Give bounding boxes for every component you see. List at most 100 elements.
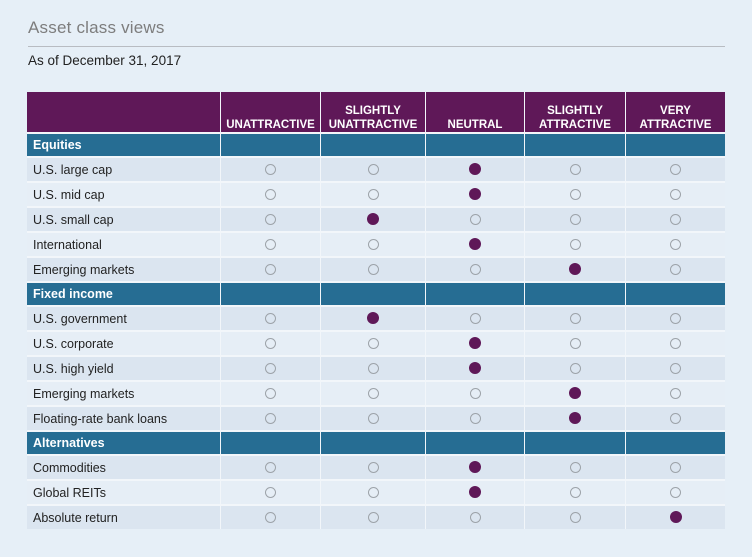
section-row: Equities xyxy=(27,132,725,156)
column-header-slightly-attractive: SLIGHTLY ATTRACTIVE xyxy=(524,92,625,132)
view-cell xyxy=(524,355,625,380)
section-cell xyxy=(320,132,425,156)
empty-view-dot-icon xyxy=(367,263,379,275)
table-row: Emerging markets xyxy=(27,256,725,281)
section-label: Alternatives xyxy=(27,430,220,454)
section-cell xyxy=(625,281,725,305)
section-cell xyxy=(524,430,625,454)
empty-view-dot-icon xyxy=(367,387,379,399)
asset-class-views-table: UNATTRACTIVE SLIGHTLY UNATTRACTIVE NEUTR… xyxy=(27,92,725,529)
empty-view-dot-icon xyxy=(670,213,681,225)
empty-view-dot-icon xyxy=(670,312,681,324)
empty-view-dot-icon xyxy=(569,511,581,523)
section-cell xyxy=(524,281,625,305)
as-of-date: As of December 31, 2017 xyxy=(28,53,182,68)
view-cell xyxy=(625,504,725,529)
section-row: Alternatives xyxy=(27,430,725,454)
section-label: Fixed income xyxy=(27,281,220,305)
view-cell xyxy=(220,181,320,206)
empty-view-dot-icon xyxy=(569,486,581,498)
table-body: Equities U.S. large cap U.S. mid cap U.S. s… xyxy=(27,132,725,529)
view-cell xyxy=(220,454,320,479)
view-cell xyxy=(524,405,625,430)
empty-view-dot-icon xyxy=(265,486,276,498)
empty-view-dot-icon xyxy=(569,163,581,175)
view-cell xyxy=(220,504,320,529)
asset-class-label: Floating-rate bank loans xyxy=(27,405,220,430)
table-row: U.S. small cap xyxy=(27,206,725,231)
table-row: Global REITs xyxy=(27,479,725,504)
section-cell xyxy=(425,132,524,156)
view-cell xyxy=(625,305,725,330)
section-cell xyxy=(320,281,425,305)
asset-class-label: Emerging markets xyxy=(27,380,220,405)
section-cell xyxy=(425,430,524,454)
asset-class-label: U.S. government xyxy=(27,305,220,330)
empty-view-dot-icon xyxy=(469,511,481,523)
view-cell xyxy=(220,206,320,231)
empty-view-dot-icon xyxy=(670,337,681,349)
asset-class-label: U.S. large cap xyxy=(27,156,220,181)
view-cell xyxy=(524,305,625,330)
empty-view-dot-icon xyxy=(469,263,481,275)
empty-view-dot-icon xyxy=(265,238,276,250)
view-cell xyxy=(320,181,425,206)
title-divider xyxy=(28,46,725,47)
view-cell xyxy=(425,355,524,380)
empty-view-dot-icon xyxy=(670,263,681,275)
table-row: U.S. high yield xyxy=(27,355,725,380)
view-cell xyxy=(220,256,320,281)
view-cell xyxy=(425,305,524,330)
view-cell xyxy=(220,355,320,380)
empty-view-dot-icon xyxy=(569,461,581,473)
view-cell xyxy=(320,206,425,231)
view-cell xyxy=(220,405,320,430)
view-cell xyxy=(425,156,524,181)
view-cell xyxy=(220,380,320,405)
view-cell xyxy=(625,231,725,256)
asset-class-label: Commodities xyxy=(27,454,220,479)
view-cell xyxy=(524,479,625,504)
table-row: U.S. government xyxy=(27,305,725,330)
view-cell xyxy=(320,355,425,380)
asset-class-label: U.S. corporate xyxy=(27,330,220,355)
section-cell xyxy=(524,132,625,156)
view-cell xyxy=(524,454,625,479)
view-cell xyxy=(220,330,320,355)
table-row: Floating-rate bank loans xyxy=(27,405,725,430)
view-cell xyxy=(425,206,524,231)
column-header-very-attractive: VERY ATTRACTIVE xyxy=(625,92,725,132)
selected-view-dot-icon xyxy=(469,362,481,375)
view-cell xyxy=(625,355,725,380)
view-cell xyxy=(425,181,524,206)
view-cell xyxy=(320,479,425,504)
empty-view-dot-icon xyxy=(367,486,379,498)
table-row: Commodities xyxy=(27,454,725,479)
section-cell xyxy=(425,281,524,305)
empty-view-dot-icon xyxy=(670,461,681,473)
view-cell xyxy=(425,231,524,256)
view-cell xyxy=(524,256,625,281)
empty-view-dot-icon xyxy=(569,188,581,200)
view-cell xyxy=(524,380,625,405)
empty-view-dot-icon xyxy=(670,387,681,399)
column-header-neutral: NEUTRAL xyxy=(425,92,524,132)
asset-class-label: U.S. high yield xyxy=(27,355,220,380)
selected-view-dot-icon xyxy=(469,188,481,201)
view-cell xyxy=(320,380,425,405)
selected-view-dot-icon xyxy=(569,263,581,276)
view-cell xyxy=(625,380,725,405)
empty-view-dot-icon xyxy=(469,213,481,225)
empty-view-dot-icon xyxy=(367,337,379,349)
table-row: U.S. corporate xyxy=(27,330,725,355)
empty-view-dot-icon xyxy=(367,188,379,200)
empty-view-dot-icon xyxy=(265,362,276,374)
table-row: Emerging markets xyxy=(27,380,725,405)
selected-view-dot-icon xyxy=(569,412,581,425)
view-cell xyxy=(524,181,625,206)
view-cell xyxy=(625,156,725,181)
empty-view-dot-icon xyxy=(469,387,481,399)
view-cell xyxy=(524,231,625,256)
empty-view-dot-icon xyxy=(569,337,581,349)
asset-class-label: Emerging markets xyxy=(27,256,220,281)
